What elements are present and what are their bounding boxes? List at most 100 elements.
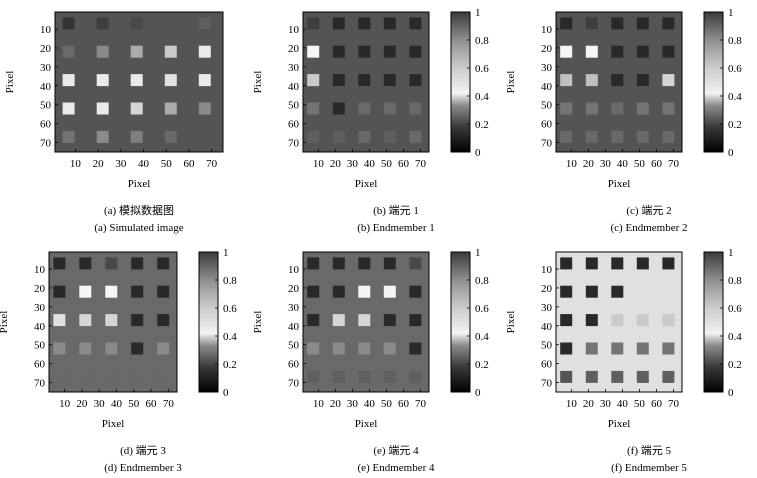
heatmap-cell	[611, 45, 624, 58]
heatmap-cell	[636, 314, 649, 327]
heatmap-cell	[636, 45, 649, 58]
y-tick-label: 60	[40, 119, 52, 131]
heatmap-cell	[585, 102, 598, 115]
heatmap-cell	[105, 342, 118, 355]
panel-f: 10 20 30 40 50 60 70 10 20 30 40 50 60 70 Pixel Pixel 0 0…	[505, 247, 742, 474]
y-tick-label: 10	[34, 264, 46, 276]
y-tick-label: 20	[40, 43, 52, 55]
colorbar-tick-label: 0.2	[223, 359, 237, 371]
plot-frame	[555, 11, 683, 153]
x-tick-label: 20	[583, 398, 595, 410]
colorbar-tick-label: 0.4	[475, 331, 489, 343]
caption-en: (c) Endmember 2	[611, 222, 688, 234]
colorbar-tick-label: 0	[475, 147, 481, 159]
y-tick-label: 60	[541, 119, 553, 131]
y-tick-label: 50	[288, 100, 300, 112]
heatmap-cell	[409, 314, 422, 327]
heatmap-cell	[560, 285, 573, 298]
colorbar	[703, 251, 724, 393]
heatmap-cell	[383, 370, 396, 383]
heatmap-cell	[198, 102, 211, 115]
heatmap-cell	[79, 342, 92, 355]
heatmap-cell	[611, 257, 624, 270]
heatmap-cell	[611, 342, 624, 355]
panel-c: 10 20 30 40 50 60 70 10 20 30 40 50 60 70 Pixel Pixel 0 0…	[505, 7, 742, 234]
x-tick-label: 60	[651, 158, 663, 170]
x-tick-label: 10	[313, 398, 325, 410]
heatmap-cell	[560, 314, 573, 327]
heatmap-cell	[611, 370, 624, 383]
x-tick-label: 30	[94, 398, 106, 410]
caption-en: (a) Simulated image	[94, 222, 183, 234]
heatmap-cell	[560, 102, 573, 115]
heatmap-cell	[131, 370, 144, 383]
x-tick-label: 40	[111, 398, 123, 410]
caption-zh: (a) 模拟数据图	[104, 203, 174, 217]
heatmap-cell	[131, 257, 144, 270]
heatmap-cell	[611, 285, 624, 298]
heatmap-cell	[560, 17, 573, 30]
heatmap-cell	[332, 17, 345, 30]
heatmap-cell	[307, 370, 320, 383]
colorbar-tick-label: 0	[223, 387, 229, 399]
y-tick-label: 70	[288, 378, 300, 390]
heatmap-cell	[332, 257, 345, 270]
heatmap-cell	[53, 285, 66, 298]
heatmap-cell	[611, 74, 624, 87]
y-tick-label: 50	[541, 340, 553, 352]
colorbar-tick-label: 0.6	[475, 63, 489, 75]
panel-a: 10 20 30 40 50 60 70 10 20 30 40 50 60 70 Pixel Pixel (a…	[4, 11, 224, 234]
x-tick-label: 20	[330, 398, 342, 410]
caption-en: (b) Endmember 1	[357, 222, 435, 234]
heatmap-cell	[409, 102, 422, 115]
heatmap-cell	[96, 130, 109, 143]
heatmap-cell	[636, 17, 649, 30]
colorbar-tick-label: 0.8	[475, 35, 489, 47]
caption-en: (d) Endmember 3	[104, 462, 182, 474]
x-axis-label: Pixel	[355, 178, 378, 190]
colorbar	[450, 251, 471, 393]
heatmap-cell	[332, 314, 345, 327]
heatmap-cell	[560, 74, 573, 87]
heatmap-cell	[585, 74, 598, 87]
x-tick-label: 70	[415, 398, 427, 410]
heatmap-cell	[611, 102, 624, 115]
heatmap-cell	[130, 130, 143, 143]
caption-zh: (f) 端元 5	[627, 444, 671, 457]
heatmap-cell	[164, 74, 177, 87]
x-axis-label: Pixel	[608, 178, 631, 190]
x-tick-label: 60	[398, 158, 410, 170]
heatmap-cell	[157, 342, 170, 355]
heatmap-cell	[198, 45, 211, 58]
heatmap-cell	[409, 130, 422, 143]
y-tick-label: 40	[40, 81, 52, 93]
plot-frame	[302, 11, 430, 153]
y-tick-label: 70	[541, 378, 553, 390]
y-tick-label: 10	[40, 24, 52, 36]
heatmap-cell	[585, 342, 598, 355]
colorbar-tick-label: 0.2	[728, 119, 742, 131]
heatmap-cell	[383, 342, 396, 355]
heatmap-cell	[358, 342, 371, 355]
heatmap-cell	[96, 45, 109, 58]
heatmap-cell	[662, 257, 675, 270]
heatmap-cell	[611, 314, 624, 327]
heatmap-cell	[560, 257, 573, 270]
x-tick-label: 70	[163, 398, 175, 410]
heatmap-cell	[307, 102, 320, 115]
colorbar-tick-label: 0	[728, 387, 734, 399]
x-tick-label: 10	[313, 158, 325, 170]
heatmap-cell	[332, 45, 345, 58]
x-tick-label: 10	[566, 398, 578, 410]
heatmap-cell	[662, 102, 675, 115]
heatmap-cell	[332, 342, 345, 355]
y-tick-label: 40	[288, 81, 300, 93]
heatmap-cell	[560, 45, 573, 58]
heatmap-cell	[131, 285, 144, 298]
colorbar-tick-label: 0.4	[475, 91, 489, 103]
y-tick-label: 50	[34, 340, 46, 352]
heatmap-cell	[662, 45, 675, 58]
x-tick-label: 70	[668, 398, 680, 410]
caption-en: (e) Endmember 4	[358, 462, 435, 474]
